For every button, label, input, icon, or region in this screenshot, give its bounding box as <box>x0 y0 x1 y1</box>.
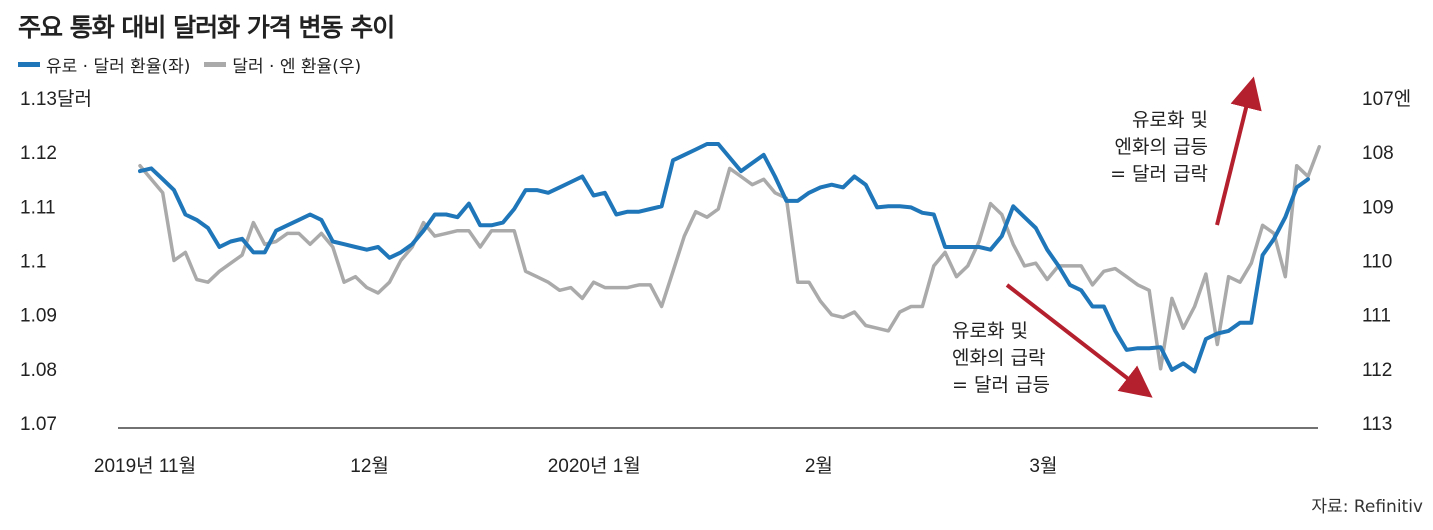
annotation-down-line: 유로화 및 <box>952 320 1028 342</box>
series-line-usdjpy <box>138 145 1322 371</box>
legend-swatch-eurusd <box>18 62 40 67</box>
annotation-up-line: = 달러 급락 <box>1110 163 1208 185</box>
legend: 유로 · 달러 환율(좌) 달러 · 엔 환율(우) <box>18 52 375 77</box>
legend-swatch-usdjpy <box>204 62 227 67</box>
left-tick-label: 1.12 <box>20 143 57 164</box>
arrow-down <box>1005 283 1153 398</box>
right-tick-label: 107엔 <box>1362 88 1411 110</box>
source-note: 자료: Refinitiv <box>1311 497 1423 517</box>
right-tick-label: 112 <box>1362 360 1392 381</box>
right-tick-label: 109 <box>1362 197 1394 218</box>
series-line-eurusd <box>138 142 1310 374</box>
left-axis-ticks: 1.13달러 1.12 1.11 1.1 1.09 1.08 1.07 <box>20 88 92 435</box>
right-tick-label: 110 <box>1362 252 1392 273</box>
left-tick-label: 1.08 <box>20 360 57 381</box>
right-tick-label: 113 <box>1362 414 1392 435</box>
arrow-up <box>1215 76 1262 226</box>
x-tick-label: 2019년 11월 <box>94 455 196 477</box>
x-tick-label: 2020년 1월 <box>548 455 641 477</box>
series <box>138 142 1322 374</box>
x-tick-label: 2월 <box>805 455 833 477</box>
x-axis-ticks: 2019년 11월 12월 2020년 1월 2월 3월 <box>94 455 1058 477</box>
left-tick-label: 1.11 <box>20 197 56 218</box>
legend-label-eurusd: 유로 · 달러 환율(좌) <box>46 57 191 77</box>
x-tick-label: 3월 <box>1029 455 1057 477</box>
annotation-down-line: 엔화의 급락 <box>952 347 1045 369</box>
legend-item-usdjpy: 달러 · 엔 환율(우) <box>204 52 361 77</box>
right-axis-ticks: 107엔 108 109 110 111 112 113 <box>1362 88 1411 435</box>
left-tick-label: 1.13달러 <box>20 88 92 110</box>
right-tick-label: 108 <box>1362 143 1394 164</box>
page-title: 주요 통화 대비 달러화 가격 변동 추이 <box>18 13 395 42</box>
legend-item-eurusd: 유로 · 달러 환율(좌) <box>18 52 190 77</box>
annotation-up-line: 유로화 및 <box>1132 109 1208 131</box>
left-tick-label: 1.07 <box>20 414 57 435</box>
legend-label-usdjpy: 달러 · 엔 환율(우) <box>232 57 362 77</box>
right-tick-label: 111 <box>1362 306 1391 327</box>
left-tick-label: 1.09 <box>20 306 57 327</box>
annotation-down-line: = 달러 급등 <box>952 374 1050 396</box>
annotation-up-line: 엔화의 급등 <box>1115 136 1208 158</box>
x-tick-label: 12월 <box>350 455 389 477</box>
left-tick-label: 1.1 <box>20 252 46 273</box>
